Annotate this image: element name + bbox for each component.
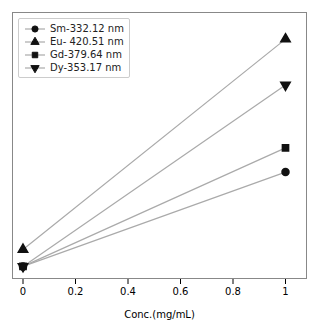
svg-text:0.6: 0.6 [173,286,189,297]
svg-text:0: 0 [20,286,26,297]
svg-text:1: 1 [282,286,288,297]
html-text:Eu- 420.51 nm: Eu- 420.51 nm [50,36,124,47]
svg-text:Conc.(mg/mL): Conc.(mg/mL) [124,309,195,320]
html-text:Gd-379.64 nm: Gd-379.64 nm [50,49,122,60]
html-text:Dy-353.17 nm: Dy-353.17 nm [50,62,122,73]
svg-text:0.4: 0.4 [120,286,136,297]
html-text:Sm-332.12 nm: Sm-332.12 nm [50,23,124,34]
svg-text:0.8: 0.8 [225,286,241,297]
svg-text:0.2: 0.2 [68,286,84,297]
